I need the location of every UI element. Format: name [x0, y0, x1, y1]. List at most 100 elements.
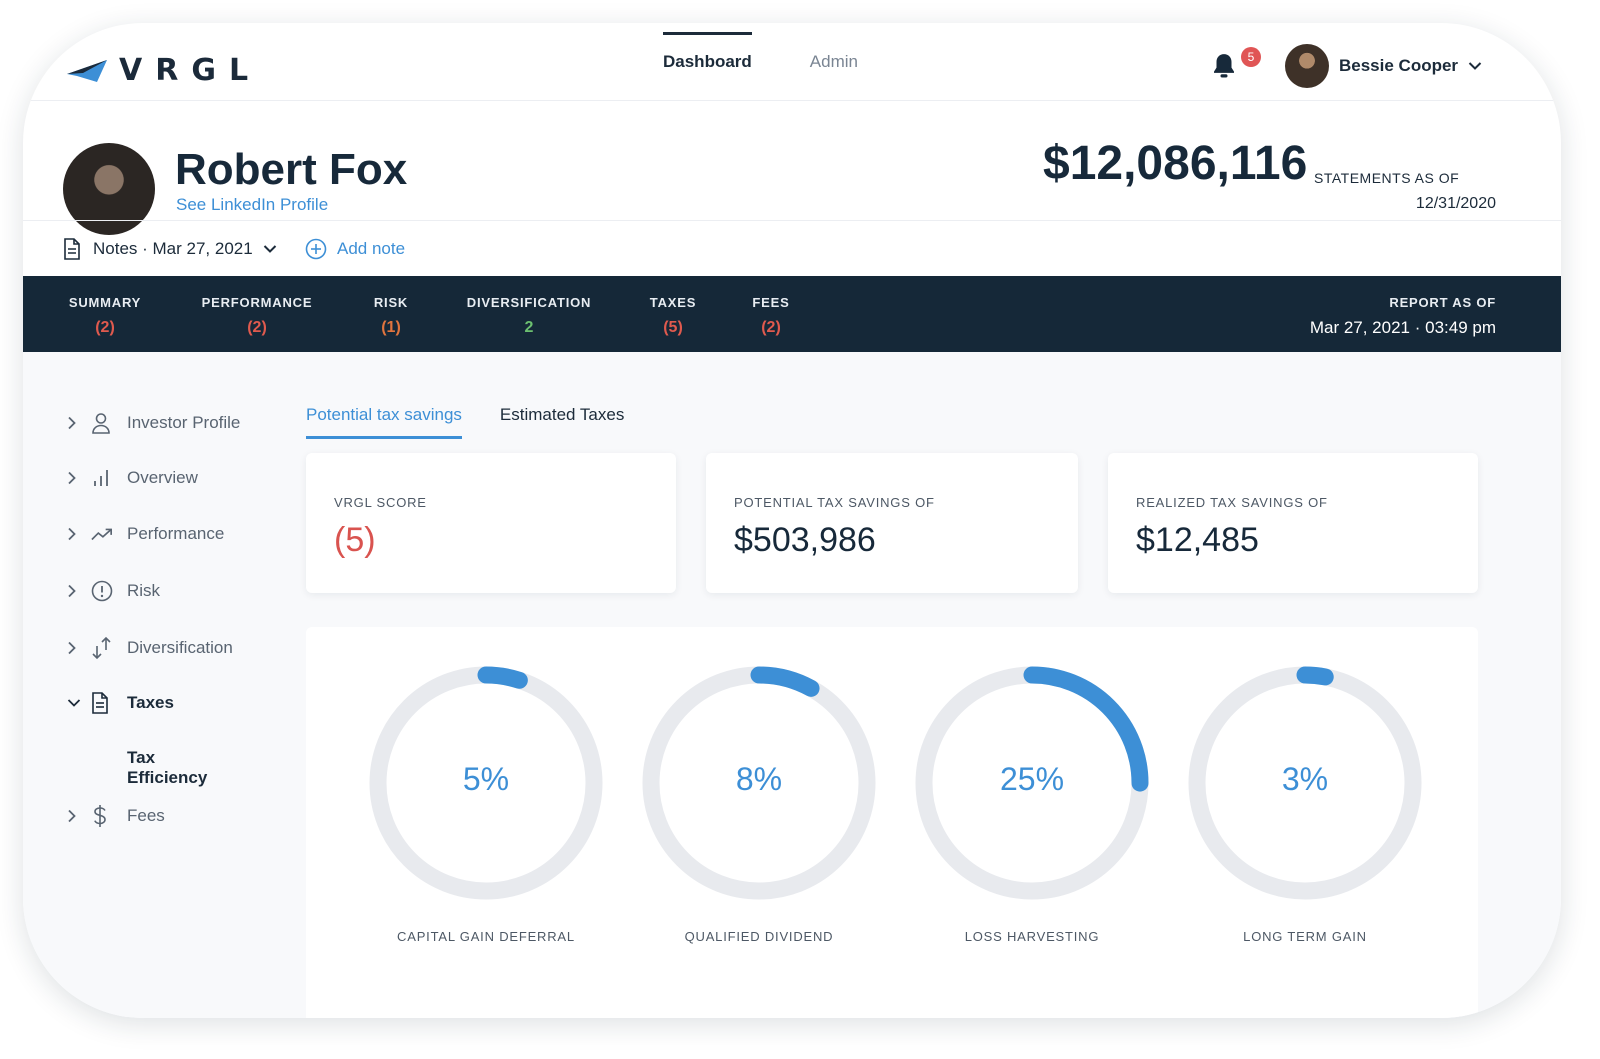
report-date: Mar 27, 2021 · 03:49 pm — [1309, 318, 1496, 337]
alert-circle-icon — [91, 580, 113, 602]
client-name: Robert Fox — [175, 145, 408, 194]
summary-tab-performance[interactable]: PERFORMANCE (2) — [197, 295, 317, 337]
sidebar-item-performance[interactable]: Performance — [67, 524, 224, 544]
ring-progress — [369, 666, 603, 900]
tax-savings-breakdown: 5% CAPITAL GAIN DEFERRAL 8% QUALIFIED DI… — [306, 627, 1478, 1018]
ring-capital-gain-deferral: 5% CAPITAL GAIN DEFERRAL — [366, 663, 606, 944]
sidebar-item-fees[interactable]: Fees — [67, 804, 165, 828]
kpi-card-potential-savings: POTENTIAL TAX SAVINGS OF $503,986 — [706, 453, 1078, 593]
user-avatar — [1285, 44, 1329, 88]
chevron-right-icon — [68, 416, 76, 430]
summary-bar: SUMMARY (2) PERFORMANCE (2) RISK (1) DIV… — [23, 276, 1561, 352]
nav-dashboard[interactable]: Dashboard — [663, 23, 752, 101]
sidebar-item-label: Risk — [127, 581, 161, 600]
report-label: REPORT AS OF — [1389, 295, 1496, 310]
category-count: 2 — [524, 319, 534, 336]
ring-label: LONG TERM GAIN — [1243, 929, 1367, 944]
nav-admin[interactable]: Admin — [809, 52, 858, 71]
statements-date: 12/31/2020 — [1415, 195, 1496, 212]
chevron-down-icon — [1468, 62, 1482, 70]
category-count: (5) — [663, 319, 683, 336]
sidebar-item-label: Performance — [127, 524, 225, 543]
ring-percent: 25% — [999, 761, 1065, 797]
ring-progress — [642, 666, 876, 900]
sidebar-item-label: Overview — [127, 468, 198, 487]
ring-percent: 5% — [462, 761, 510, 797]
sidebar-item-label: Taxes — [127, 693, 174, 712]
brand-logo[interactable]: VRGL — [67, 53, 261, 88]
add-note-label: Add note — [337, 239, 406, 258]
ring-chart — [642, 666, 876, 900]
sidebar-item-label: Fees — [127, 806, 165, 825]
category-label: FEES — [752, 295, 790, 310]
bell-icon[interactable] — [1209, 51, 1239, 81]
sidebar-item-diversification[interactable]: Diversification — [67, 636, 233, 660]
summary-tab-risk[interactable]: RISK (1) — [366, 295, 416, 337]
main-nav: Dashboard Admin — [663, 23, 916, 101]
chevron-right-icon — [68, 471, 76, 485]
add-note-button[interactable]: Add note — [305, 238, 405, 260]
summary-tab-summary[interactable]: SUMMARY (2) — [65, 295, 145, 337]
ring-long-term-gain: 3% LONG TERM GAIN — [1185, 663, 1425, 944]
chevron-right-icon — [68, 584, 76, 598]
summary-tab-taxes[interactable]: TAXES (5) — [641, 295, 705, 337]
chevron-right-icon — [68, 809, 76, 823]
category-count: (2) — [761, 319, 781, 336]
portfolio-total: $12,086,116 — [1043, 137, 1308, 190]
tab-potential-tax-savings[interactable]: Potential tax savings — [306, 405, 462, 439]
ring-label: QUALIFIED DIVIDEND — [684, 929, 834, 944]
ring-progress — [915, 666, 1149, 900]
ring-progress — [1188, 666, 1422, 900]
brand-name: VRGL — [119, 53, 262, 88]
summary-tab-diversification[interactable]: DIVERSIFICATION 2 — [459, 295, 599, 337]
plus-circle-icon — [305, 238, 327, 260]
kpi-label: POTENTIAL TAX SAVINGS OF — [734, 495, 935, 510]
ring-loss-harvesting: 25% LOSS HARVESTING — [912, 663, 1152, 944]
sidebar-item-label: Diversification — [127, 638, 233, 657]
notes-dropdown[interactable]: Notes · Mar 27, 2021 — [63, 238, 277, 260]
chevron-down-icon — [263, 245, 276, 253]
summary-tab-fees[interactable]: FEES (2) — [741, 295, 801, 337]
ring-qualified-dividend: 8% QUALIFIED DIVIDEND — [639, 663, 879, 944]
user-icon — [92, 413, 110, 434]
ring-percent: 3% — [1281, 761, 1329, 797]
sidebar-item-risk[interactable]: Risk — [67, 580, 160, 602]
document-icon — [92, 692, 108, 714]
category-label: RISK — [373, 295, 409, 310]
kpi-card-realized-savings: REALIZED TAX SAVINGS OF $12,485 — [1108, 453, 1478, 593]
user-menu[interactable]: Bessie Cooper — [1285, 44, 1482, 88]
report-timestamp: REPORT AS OF Mar 27, 2021 · 03:49 pm — [1310, 295, 1496, 338]
notes-row: Notes · Mar 27, 2021 Add note — [23, 220, 1561, 276]
kpi-label: REALIZED TAX SAVINGS OF — [1136, 495, 1328, 510]
dollar-icon — [94, 805, 106, 827]
ring-percent: 8% — [735, 761, 783, 797]
linkedin-link[interactable]: See LinkedIn Profile — [176, 195, 329, 214]
category-label: TAXES — [649, 295, 697, 310]
sidebar-item-taxes[interactable]: Taxes — [67, 692, 174, 714]
category-label: PERFORMANCE — [201, 295, 313, 310]
kpi-value: $503,986 — [734, 521, 876, 559]
kpi-card-vrgl-score: VRGL SCORE (5) — [306, 453, 676, 593]
chevron-right-icon — [68, 641, 76, 655]
notification-badge: 5 — [1241, 47, 1261, 67]
kpi-label: VRGL SCORE — [334, 495, 427, 510]
sidebar-item-overview[interactable]: Overview — [67, 468, 198, 488]
sidebar-subitem-tax-efficiency[interactable]: Tax Efficiency — [127, 748, 208, 787]
tab-estimated-taxes[interactable]: Estimated Taxes — [499, 405, 625, 424]
ring-chart — [915, 666, 1149, 900]
user-name: Bessie Cooper — [1339, 56, 1459, 75]
category-count: (2) — [95, 319, 115, 336]
ring-label: CAPITAL GAIN DEFERRAL — [397, 929, 575, 944]
chevron-down-icon — [67, 699, 81, 707]
logo-mark-icon — [67, 59, 107, 82]
trend-up-icon — [91, 528, 112, 541]
statements-label: STATEMENTS AS OF — [1314, 170, 1460, 186]
category-label: SUMMARY — [68, 295, 142, 310]
sidebar-item-label: Investor Profile — [127, 413, 241, 432]
ring-label: LOSS HARVESTING — [964, 929, 1100, 944]
category-count: (1) — [381, 319, 401, 336]
tax-tabs: Potential tax savings Estimated Taxes — [306, 405, 662, 439]
notes-label: Notes · Mar 27, 2021 — [93, 239, 253, 258]
ring-chart — [1188, 666, 1422, 900]
sidebar-item-investor-profile[interactable]: Investor Profile — [67, 412, 240, 434]
